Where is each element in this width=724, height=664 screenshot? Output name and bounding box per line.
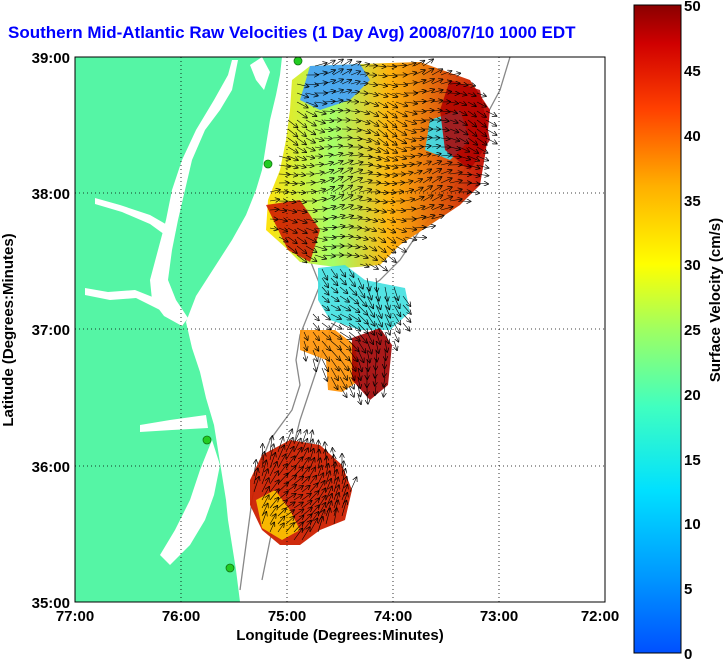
radar-station-marker (203, 436, 211, 444)
x-tick-label: 76:00 (162, 608, 200, 625)
y-tick-label: 39:00 (32, 50, 70, 67)
y-tick-label: 38:00 (32, 186, 70, 203)
colorbar-tick-labels: 50 45 40 35 30 25 20 15 10 5 0 (684, 0, 701, 659)
colorbar-label: Surface Velocity (cm/s) (707, 218, 724, 382)
colorbar-tick-label: 15 (684, 452, 701, 469)
colorbar: 50 45 40 35 30 25 20 15 10 5 0 Surface V… (634, 0, 724, 659)
colorbar-tick-label: 35 (684, 193, 701, 210)
colorbar-tick-label: 25 (684, 322, 701, 339)
x-tick-label: 72:00 (581, 608, 619, 625)
y-tick-label: 37:00 (32, 322, 70, 339)
colorbar-tick-label: 20 (684, 387, 701, 404)
colorbar-tick-label: 0 (684, 646, 692, 659)
y-tick-labels: 39:00 38:00 37:00 36:00 35:00 (32, 50, 70, 612)
y-axis-label: Latitude (Degrees:Minutes) (0, 233, 17, 426)
x-tick-label: 74:00 (374, 608, 412, 625)
colorbar-tick-label: 45 (684, 63, 701, 80)
y-tick-label: 36:00 (32, 459, 70, 476)
radar-station-marker (226, 564, 234, 572)
colorbar-gradient (634, 5, 681, 653)
colorbar-tick-label: 5 (684, 581, 692, 598)
x-tick-labels: 77:00 76:00 75:00 74:00 73:00 72:00 (56, 608, 619, 625)
colorbar-tick-label: 10 (684, 516, 701, 533)
x-tick-label: 73:00 (480, 608, 518, 625)
radar-station-marker (294, 57, 302, 65)
map-plot-area (75, 57, 605, 602)
x-axis-label: Longitude (Degrees:Minutes) (236, 627, 444, 644)
colorbar-tick-label: 40 (684, 128, 701, 145)
x-tick-label: 75:00 (268, 608, 306, 625)
map-title: Southern Mid-Atlantic Raw Velocities (1 … (8, 23, 576, 42)
colorbar-tick-label: 50 (684, 0, 701, 15)
x-tick-label: 77:00 (56, 608, 94, 625)
radar-station-marker (264, 160, 272, 168)
colorbar-tick-label: 30 (684, 257, 701, 274)
